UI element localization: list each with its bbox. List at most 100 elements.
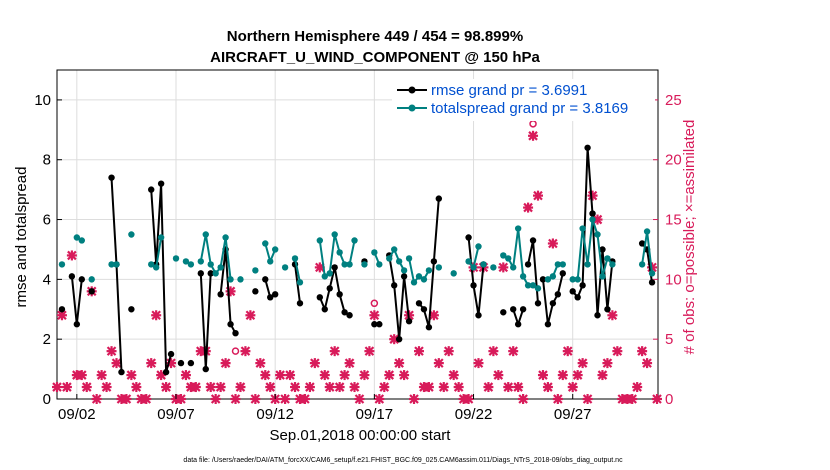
rmse-point (430, 258, 438, 265)
obs-assimilated-marker (572, 370, 583, 381)
obs-assimilated-marker (324, 382, 335, 393)
rmse-point (321, 306, 328, 313)
obs-assimilated-marker (528, 130, 539, 141)
obs-assimilated-marker (518, 394, 529, 404)
obs-assimilated-marker (151, 310, 162, 321)
obs-assimilated-marker (394, 358, 405, 369)
rmse-point (390, 282, 398, 289)
totalspread-point (559, 261, 566, 268)
obs-assimilated-marker (627, 394, 638, 404)
obs-assimilated-marker (448, 370, 459, 381)
rmse-point (162, 368, 170, 376)
legend-spread-label: totalspread grand pr = 3.8169 (431, 100, 628, 117)
totalspread-point (58, 261, 66, 268)
rmse-point (157, 180, 165, 187)
rmse-point (88, 288, 95, 295)
rmse-point (227, 321, 234, 328)
rmse-point (475, 312, 482, 319)
totalspread-point (529, 282, 537, 289)
rmse-point (405, 318, 413, 325)
obs-assimilated-marker (557, 370, 568, 381)
obs-assimilated-marker (225, 286, 236, 297)
obs-possible-marker (370, 299, 379, 308)
totalspread-point (197, 258, 205, 265)
x-tick-label: 09/07 (157, 406, 195, 423)
totalspread-point (594, 231, 601, 238)
totalspread-point (331, 231, 338, 238)
totalspread-point (574, 276, 581, 283)
obs-assimilated-marker (513, 382, 524, 393)
obs-assimilated-marker (190, 382, 201, 393)
totalspread-point (341, 261, 348, 268)
obs-assimilated-marker (180, 370, 191, 381)
totalspread-point (549, 273, 557, 280)
obs-assimilated-marker (379, 382, 390, 393)
obs-assimilated-marker (334, 382, 345, 393)
totalspread-point (643, 228, 651, 235)
obs-assimilated-marker (542, 382, 553, 393)
obs-assimilated-marker (602, 358, 613, 369)
rmse-point (376, 321, 383, 328)
obs-assimilated-marker (81, 382, 92, 393)
rmse-point (524, 261, 532, 268)
obs-assimilated-marker (523, 202, 534, 213)
totalspread-point (222, 234, 229, 241)
totalspread-point (475, 243, 482, 250)
totalspread-point (361, 261, 368, 268)
obs-assimilated-marker (250, 394, 261, 404)
totalspread-point (207, 261, 214, 268)
totalspread-point (346, 261, 353, 268)
obs-assimilated-marker (121, 394, 132, 404)
totalspread-point (400, 267, 408, 274)
totalspread-point (405, 255, 413, 262)
obs-assimilated-marker (230, 394, 241, 404)
rmse-point (435, 195, 443, 202)
totalspread-point (505, 255, 512, 262)
y-tick-label: 10 (34, 92, 51, 109)
obs-assimilated-marker (508, 346, 519, 357)
chart-subtitle: AIRCRAFT_U_WIND_COMPONENT @ 150 hPa (210, 49, 540, 66)
obs-assimilated-marker (483, 382, 494, 393)
x-axis-label: Sep.01,2018 00:00:00 start (270, 427, 452, 444)
totalspread-point (148, 261, 155, 268)
obs-assimilated-marker (52, 382, 62, 393)
totalspread-point (281, 264, 289, 271)
obs-assimilated-marker (275, 370, 286, 381)
rmse-point (202, 365, 209, 373)
x-tick-label: 09/17 (356, 406, 394, 423)
rmse-point (68, 273, 76, 280)
rmse-point (574, 294, 581, 301)
obs-assimilated-marker (532, 190, 543, 201)
totalspread-point (599, 273, 606, 280)
rmse-point (395, 335, 403, 343)
obs-assimilated-marker (642, 358, 653, 369)
obs-assimilated-marker (245, 310, 256, 321)
totalspread-point (638, 261, 646, 268)
legend-rmse-label: rmse grand pr = 3.6991 (431, 82, 587, 99)
rmse-point (267, 294, 274, 301)
totalspread-point (237, 276, 244, 283)
rmse-line-segment (150, 183, 173, 373)
totalspread-point (410, 279, 418, 286)
totalspread-point (519, 273, 527, 280)
rmse-point (425, 324, 433, 331)
rmse-line-segment (219, 249, 237, 334)
rmse-point (341, 309, 348, 316)
rmse-point (559, 270, 566, 277)
y-tick-label: 2 (43, 331, 51, 348)
totalspread-point (415, 273, 423, 280)
totalspread-point (217, 264, 224, 271)
obs-assimilated-marker (364, 346, 375, 357)
rmse-point (326, 285, 333, 292)
totalspread-line-segment (318, 234, 356, 279)
totalspread-point (510, 264, 517, 271)
y2-tick-label: 25 (665, 92, 682, 109)
rmse-point (415, 300, 423, 307)
rmse-line-segment (571, 147, 614, 316)
obs-assimilated-marker (597, 370, 608, 381)
obs-assimilated-marker (329, 346, 340, 357)
obs-assimilated-marker (399, 370, 410, 381)
rmse-point (638, 240, 646, 247)
rmse-point (529, 237, 537, 244)
rmse-point (217, 291, 224, 298)
